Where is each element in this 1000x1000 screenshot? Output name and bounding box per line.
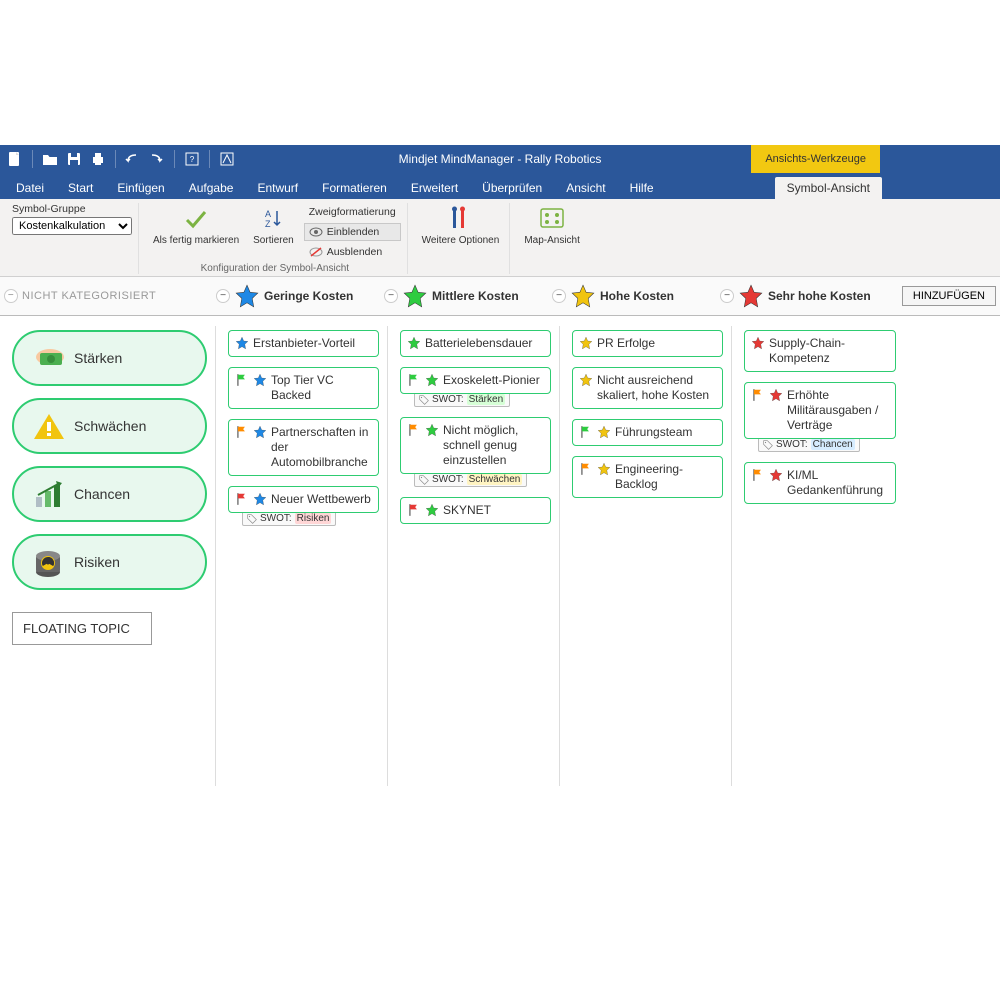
swot-tag: SWOT:Stärken — [414, 392, 510, 407]
save-icon[interactable] — [63, 148, 85, 170]
add-column-button[interactable]: HINZUFÜGEN — [902, 286, 996, 306]
tab-ueberpruefen[interactable]: Überprüfen — [470, 177, 554, 199]
map-view-button[interactable]: Map-Ansicht — [520, 203, 584, 248]
column-headers: − Nicht kategorisiert −Geringe Kosten−Mi… — [0, 277, 1000, 316]
collapse-icon[interactable]: − — [384, 289, 398, 303]
category-chancen[interactable]: Chancen — [12, 466, 207, 522]
category-risiken[interactable]: Risiken — [12, 534, 207, 590]
sort-icon: AZ — [259, 205, 287, 233]
card[interactable]: Engineering-Backlog — [572, 456, 723, 498]
column-hohe-kosten: PR Erfolge Nicht ausreichend skaliert, ho… — [564, 326, 732, 786]
ribbon-group-config: Als fertig markieren AZ Sortieren Zweigf… — [143, 203, 408, 274]
ribbon-tabs: Datei Start Einfügen Aufgabe Entwurf For… — [0, 173, 1000, 199]
new-file-icon[interactable] — [4, 148, 26, 170]
card[interactable]: Top Tier VC Backed — [228, 367, 379, 409]
collapse-icon[interactable]: − — [720, 289, 734, 303]
ribbon-group-symbol: Symbol-Gruppe Kostenkalkulation — [6, 203, 139, 274]
swot-tag: SWOT:Risiken — [242, 511, 336, 526]
eye-off-icon — [309, 247, 323, 257]
card[interactable]: KI/ML Gedankenführung — [744, 462, 896, 504]
ribbon-group-config-label: Konfiguration der Symbol-Ansicht — [201, 263, 349, 274]
map-icon — [538, 205, 566, 233]
tab-formatieren[interactable]: Formatieren — [310, 177, 399, 199]
mark-done-button[interactable]: Als fertig markieren — [149, 203, 243, 248]
window-title: Mindjet MindManager - Rally Robotics — [399, 152, 602, 166]
card[interactable]: Neuer Wettbewerb — [228, 486, 379, 513]
hide-button[interactable]: Ausblenden — [304, 243, 401, 261]
tab-einfuegen[interactable]: Einfügen — [105, 177, 176, 199]
header-cost-3: −Sehr hohe Kosten — [720, 283, 888, 309]
card[interactable]: Nicht ausreichend skaliert, hohe Kosten — [572, 367, 723, 409]
symbol-group-label: Symbol-Gruppe — [12, 203, 132, 215]
collapse-icon[interactable]: − — [552, 289, 566, 303]
growth-icon — [32, 478, 64, 510]
card[interactable]: Nicht möglich, schnell genug einzustelle… — [400, 417, 551, 474]
floating-topic[interactable]: FLOATING TOPIC — [12, 612, 152, 645]
header-cost-1: −Mittlere Kosten — [384, 283, 552, 309]
tools-icon — [446, 205, 474, 233]
tab-erweitert[interactable]: Erweitert — [399, 177, 470, 199]
swot-tag: SWOT:Schwächen — [414, 472, 527, 487]
card[interactable]: Erstanbieter-Vorteil — [228, 330, 379, 357]
tab-ansicht[interactable]: Ansicht — [554, 177, 617, 199]
tab-hilfe[interactable]: Hilfe — [618, 177, 666, 199]
ribbon: Symbol-Gruppe Kostenkalkulation Als fert… — [0, 199, 1000, 277]
qat-icon-1[interactable]: ? — [181, 148, 203, 170]
swot-tag: SWOT:Chancen — [758, 437, 860, 452]
more-options-button[interactable]: Weitere Optionen — [418, 203, 504, 248]
ribbon-group-options: Weitere Optionen — [412, 203, 511, 274]
title-bar: ? Mindjet MindManager - Rally Robotics A… — [0, 145, 1000, 173]
category-stärken[interactable]: Stärken — [12, 330, 207, 386]
card[interactable]: Exoskelett-Pionier — [400, 367, 551, 394]
tab-aufgabe[interactable]: Aufgabe — [177, 177, 246, 199]
column-geringe-kosten: Erstanbieter-Vorteil Top Tier VC Backed Pa… — [220, 326, 388, 786]
warn-icon — [32, 410, 64, 442]
ribbon-group-mapview: Map-Ansicht — [514, 203, 590, 274]
collapse-icon[interactable]: − — [4, 289, 18, 303]
tab-symbol-ansicht[interactable]: Symbol-Ansicht — [775, 177, 882, 199]
money-icon — [32, 342, 64, 374]
tab-start[interactable]: Start — [56, 177, 105, 199]
card[interactable]: SKYNET — [400, 497, 551, 524]
svg-text:?: ? — [190, 155, 195, 164]
card[interactable]: Batterielebensdauer — [400, 330, 551, 357]
tab-entwurf[interactable]: Entwurf — [245, 177, 310, 199]
header-uncategorized: − Nicht kategorisiert — [4, 289, 216, 303]
check-icon — [182, 205, 210, 233]
open-folder-icon[interactable] — [39, 148, 61, 170]
context-tab-header: Ansichts-Werkzeuge — [751, 145, 880, 173]
hazard-icon — [32, 546, 64, 578]
card[interactable]: Führungsteam — [572, 419, 723, 446]
card[interactable]: Erhöhte Militärausgaben / Verträge — [744, 382, 896, 439]
tab-datei[interactable]: Datei — [4, 177, 56, 199]
sort-button[interactable]: AZ Sortieren — [249, 203, 298, 248]
card[interactable]: Supply-Chain-Kompetenz — [744, 330, 896, 372]
qat-icon-2[interactable] — [216, 148, 238, 170]
column-mittlere-kosten: BatterielebensdauerExoskelett-PionierSWO… — [392, 326, 560, 786]
top-whitespace — [0, 0, 1000, 145]
column-uncategorized: Stärken Schwächen Chancen Risiken FLOATING … — [4, 326, 216, 786]
category-schwächen[interactable]: Schwächen — [12, 398, 207, 454]
board: Stärken Schwächen Chancen Risiken FLOATING … — [0, 316, 1000, 796]
svg-text:A: A — [265, 209, 271, 219]
branch-format-label: Zweigformatierung — [304, 203, 401, 221]
header-cost-2: −Hohe Kosten — [552, 283, 720, 309]
column-sehr-hohe-kosten: Supply-Chain-Kompetenz Erhöhte Militäraus… — [736, 326, 904, 786]
header-cost-0: −Geringe Kosten — [216, 283, 384, 309]
svg-text:Z: Z — [265, 219, 271, 229]
quick-access-toolbar: ? — [4, 148, 238, 170]
eye-icon — [309, 227, 323, 237]
collapse-icon[interactable]: − — [216, 289, 230, 303]
card[interactable]: PR Erfolge — [572, 330, 723, 357]
print-icon[interactable] — [87, 148, 109, 170]
undo-icon[interactable] — [122, 148, 144, 170]
show-button[interactable]: Einblenden — [304, 223, 401, 241]
card[interactable]: Partnerschaften in der Automobilbranche — [228, 419, 379, 476]
symbol-group-select[interactable]: Kostenkalkulation — [12, 217, 132, 235]
redo-icon[interactable] — [146, 148, 168, 170]
